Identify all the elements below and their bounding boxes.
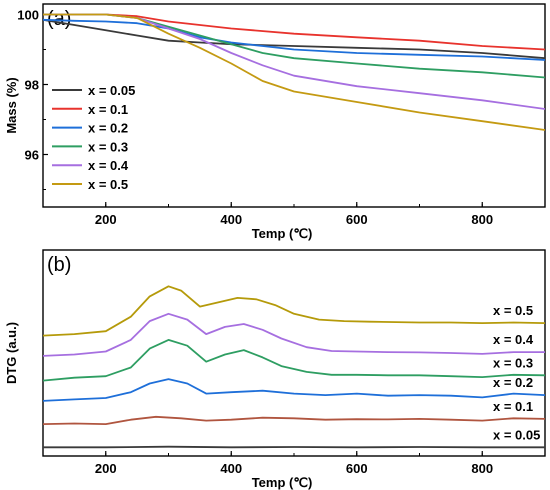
series-line <box>43 18 545 61</box>
series-line <box>43 445 545 449</box>
y-tick-label: 96 <box>25 148 39 163</box>
legend-label: x = 0.2 <box>88 121 128 136</box>
series-line <box>43 338 545 382</box>
legend-label: x = 0.3 <box>88 139 128 154</box>
series-label: x = 0.05 <box>493 427 540 442</box>
series-line <box>43 13 545 51</box>
x-tick-label: 600 <box>346 461 368 476</box>
y-axis-label: Mass (%) <box>4 77 19 133</box>
x-axis-label: Temp (℃) <box>252 226 313 241</box>
x-axis-label: Temp (℃) <box>252 475 313 490</box>
series-line <box>43 13 545 131</box>
legend-label: x = 0.05 <box>88 83 135 98</box>
series-line <box>43 378 545 402</box>
x-tick-label: 800 <box>471 461 493 476</box>
x-tick-label: 800 <box>471 212 493 227</box>
panel-label: (a) <box>47 8 71 30</box>
series-line <box>43 415 545 426</box>
series-label: x = 0.3 <box>493 355 533 370</box>
series-line <box>43 285 545 337</box>
legend-label: x = 0.1 <box>88 102 128 117</box>
series-label: x = 0.2 <box>493 375 533 390</box>
x-tick-label: 200 <box>95 461 117 476</box>
x-tick-label: 400 <box>220 461 242 476</box>
series-label: x = 0.1 <box>493 399 533 414</box>
y-axis-label: DTG (a.u.) <box>4 322 19 384</box>
panel-label: (b) <box>47 254 71 276</box>
series-label: x = 0.4 <box>493 332 534 347</box>
legend-label: x = 0.4 <box>88 158 129 173</box>
x-tick-label: 600 <box>346 212 368 227</box>
series-line <box>43 18 545 60</box>
legend-label: x = 0.5 <box>88 177 128 192</box>
x-tick-label: 400 <box>220 212 242 227</box>
x-tick-label: 200 <box>95 212 117 227</box>
series-label: x = 0.5 <box>493 303 533 318</box>
panel-b: 200 400 600 800 Temp (℃) DTG (a.u.) (b) x = 0.0… <box>4 249 546 490</box>
y-tick-label: 100 <box>17 8 39 23</box>
panel-a: 200 400 600 800 96 98 100 Temp (℃) Mass (%) (a) x … <box>4 3 546 241</box>
y-tick-label: 98 <box>25 78 39 93</box>
series-line <box>43 312 545 357</box>
